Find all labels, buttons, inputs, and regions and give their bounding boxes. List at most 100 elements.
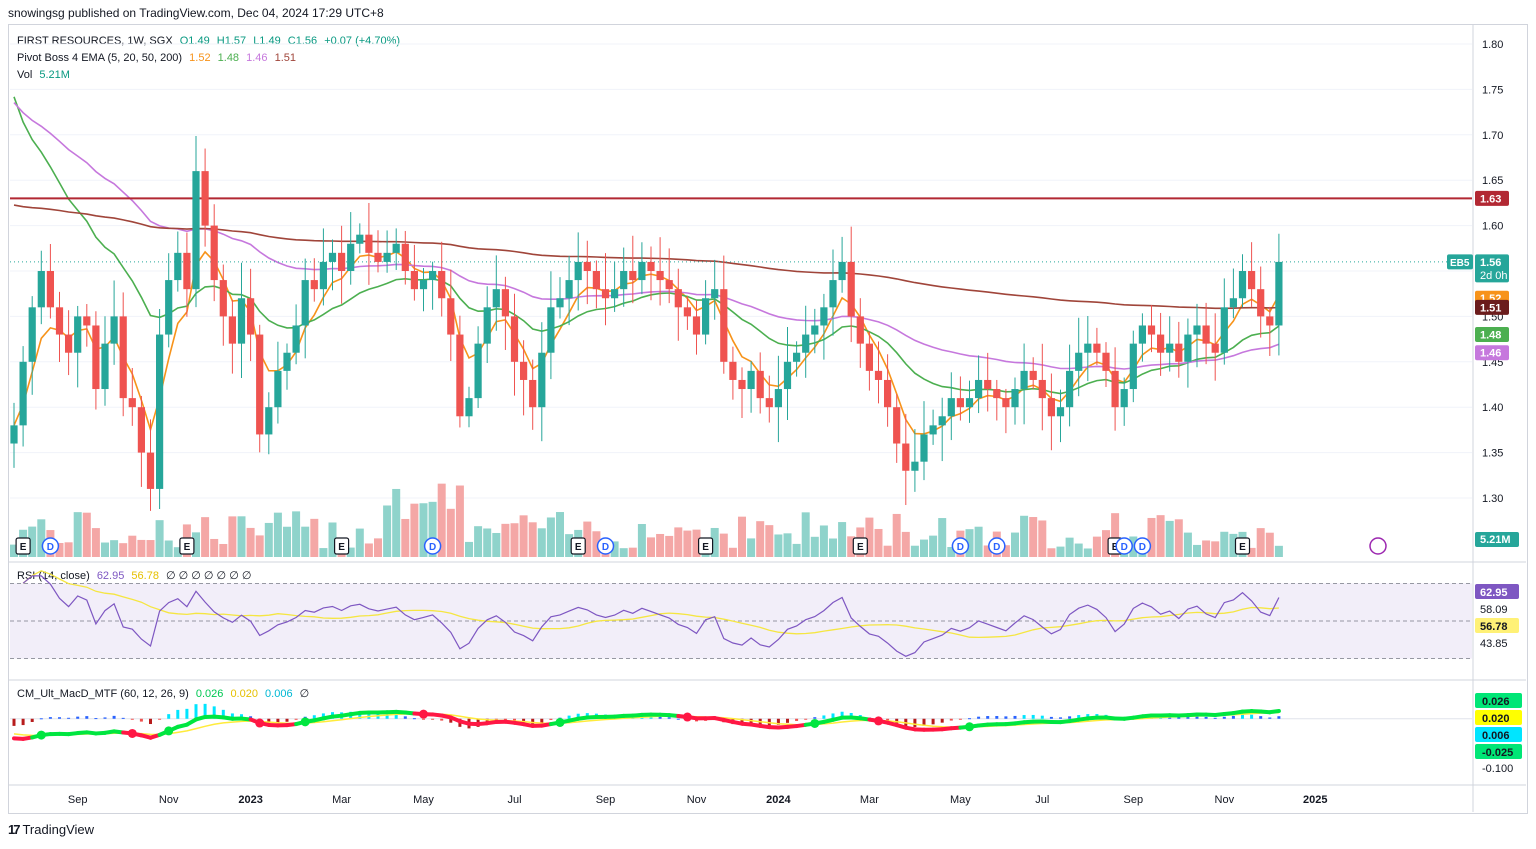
candle-body (556, 298, 564, 308)
price-tick-label: 1.70 (1482, 130, 1503, 142)
volume-bar (619, 548, 628, 557)
price-tag-text: 1.46 (1480, 348, 1501, 360)
volume-bar (383, 505, 392, 557)
volume-bar (738, 516, 746, 557)
macd-histogram-bar (39, 718, 43, 720)
volume-bar (929, 535, 938, 557)
tradingview-footer[interactable]: 17 TradingView (8, 822, 94, 837)
candle-body (456, 334, 464, 417)
candle-body (83, 316, 91, 326)
ema-title[interactable]: Pivot Boss 4 EMA (5, 20, 50, 200) (17, 52, 183, 64)
macd-title[interactable]: CM_Ult_MacD_MTF (60, 12, 26, 9) (17, 688, 189, 700)
candle-body (1066, 370, 1074, 408)
volume-bar (938, 518, 947, 557)
macd-histogram-bar (776, 718, 780, 725)
macd-empty-value: ∅ (299, 688, 310, 700)
volume-bar (1265, 532, 1274, 557)
volume-bar (1183, 532, 1192, 557)
candle-body (1238, 271, 1247, 299)
earnings-marker-label: E (857, 542, 864, 553)
macd-histogram-bar (549, 718, 553, 720)
candle-body (874, 370, 883, 380)
macd-histogram-bar (1222, 716, 1226, 719)
candle-body (611, 289, 619, 299)
volume-bar (255, 535, 264, 557)
candle-body (429, 271, 437, 281)
volume-bar (173, 547, 182, 557)
rsi-tag-text: 43.85 (1480, 638, 1508, 650)
macd-tag-text: 0.020 (1482, 713, 1510, 725)
volume-bar (82, 512, 91, 557)
macd-histogram-bar (1213, 717, 1217, 719)
candle-body (592, 271, 600, 290)
event-marker-D: D (41, 537, 60, 555)
volume-bar (1074, 543, 1083, 557)
candle-body (301, 280, 309, 326)
macd-histogram-bar (221, 709, 225, 719)
macd-histogram-bar (12, 718, 16, 726)
candle-body (774, 389, 782, 408)
candle-body (410, 271, 418, 290)
candle-body (28, 307, 36, 362)
candle-body (1147, 325, 1156, 335)
event-marker-E: E (570, 537, 586, 555)
candle-body (55, 307, 64, 335)
macd-histogram-bar (667, 717, 671, 719)
candle-body (1157, 334, 1165, 353)
volume-bar (146, 540, 155, 557)
earnings-marker-icon (15, 537, 31, 555)
candle-body (438, 271, 446, 299)
tradingview-logo-icon: 17 (8, 822, 21, 837)
volume-bar (1211, 541, 1220, 557)
macd-histogram-bar (995, 716, 999, 719)
volume-bar (528, 522, 537, 557)
dividend-marker-icon (951, 537, 970, 555)
time-axis[interactable]: Sep Nov 2023 Mar May Jul Sep Nov 2024 Mar May Jul Se… (68, 794, 1328, 806)
vol-title[interactable]: Vol (17, 69, 33, 81)
rsi-tag-text: 56.78 (1480, 621, 1508, 633)
macd-histogram-bar (267, 718, 271, 724)
macd-histogram-bar (676, 718, 680, 720)
price-axis[interactable]: 1.801.751.701.651.601.551.501.451.401.35… (1447, 39, 1522, 775)
volume-bar (201, 517, 210, 557)
candle-body (884, 379, 892, 408)
volume-bar (401, 518, 410, 557)
macd-histogram-bar (531, 718, 535, 725)
candle-body (92, 325, 100, 390)
candle-body (1229, 298, 1237, 308)
macd-tag-text: 0.006 (1482, 730, 1510, 742)
macd-histogram-bar (1268, 717, 1272, 719)
volume-bar (883, 545, 892, 557)
candle-body (338, 252, 346, 271)
candle-body (1093, 343, 1101, 353)
publisher-header: snowingsg published on TradingView.com, … (8, 6, 384, 20)
candle-body (638, 261, 646, 281)
macd-histogram-bar (185, 708, 189, 719)
candle-body (1011, 389, 1019, 408)
volume-bar (1274, 545, 1283, 557)
volume-bar (501, 523, 510, 557)
volume-bar (128, 535, 137, 557)
candle-body (975, 379, 983, 399)
price-tick-label: 1.75 (1482, 84, 1503, 96)
dividend-marker-icon (1133, 537, 1152, 555)
macd-histogram-bar (1250, 714, 1254, 719)
macd-histogram-bar (139, 718, 143, 722)
volume-bar (474, 526, 483, 557)
candle-body (538, 352, 546, 408)
volume-bar (829, 538, 837, 557)
rsi-pane (10, 570, 1472, 659)
event-marker-D: D (1115, 537, 1133, 555)
macd-tag-text: 0.026 (1482, 696, 1510, 708)
time-tick-label: May (413, 794, 434, 806)
macd-histogram-bar (1195, 716, 1199, 719)
volume-bar (1083, 548, 1092, 557)
candle-body (474, 343, 482, 399)
candle-body (201, 171, 209, 226)
earnings-marker-label: E (184, 542, 191, 553)
volume-bar (328, 522, 337, 557)
volume-bar (947, 547, 956, 557)
earnings-marker-label: E (338, 542, 345, 553)
price-tag (1475, 345, 1509, 361)
